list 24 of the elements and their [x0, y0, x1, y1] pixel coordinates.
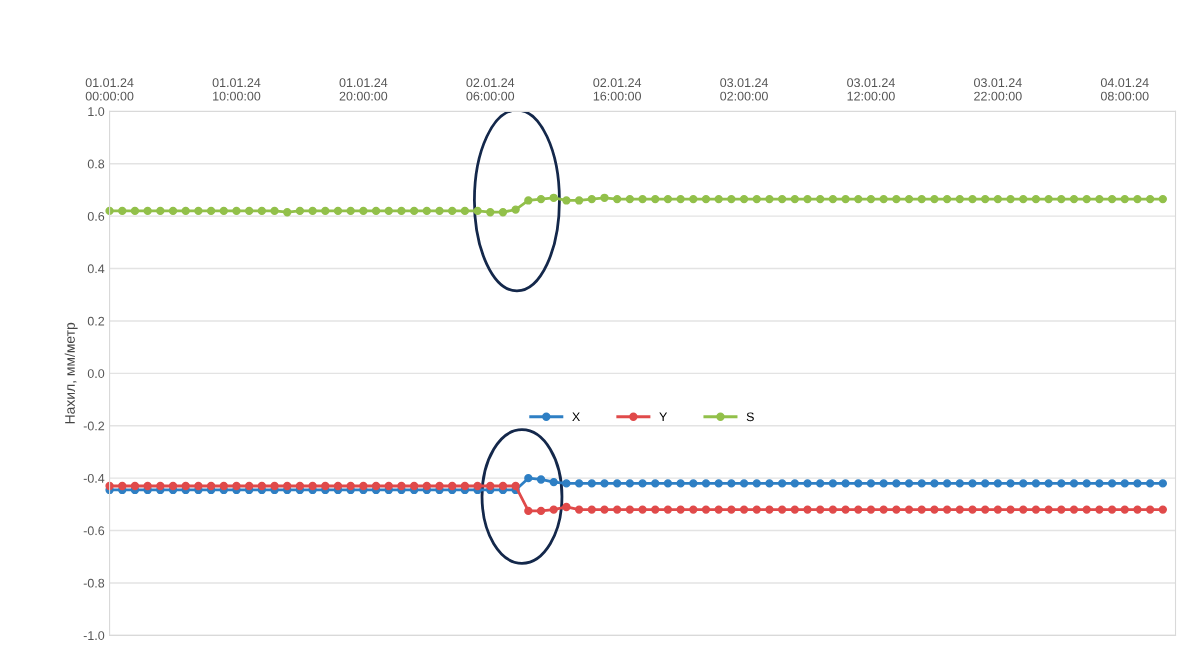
- y-tick-label: -0.8: [83, 578, 105, 588]
- y-tick-label: 0.8: [87, 159, 105, 169]
- legend-label: S: [746, 412, 754, 422]
- y-tick-label: -0.4: [83, 473, 105, 483]
- x-tick-label: 01.01.24 00:00:00: [85, 78, 134, 101]
- y-axis-title: Нахил, мм/метр: [64, 322, 78, 424]
- y-tick-label: -1.0: [83, 631, 105, 640]
- y-tick-label: 1.0: [88, 107, 105, 116]
- y-tick-label: 0.6: [87, 211, 105, 221]
- x-tick-label: 03.01.24 22:00:00: [974, 78, 1022, 101]
- x-tick-label: 02.01.24 06:00:00: [466, 78, 515, 101]
- y-tick-label: 0.2: [87, 316, 105, 326]
- y-tick-label: 0.4: [87, 264, 105, 274]
- y-tick-label: -0.6: [83, 526, 105, 536]
- x-tick-label: 01.01.24 20:00:00: [339, 78, 388, 101]
- x-tick-label: 03.01.24 12:00:00: [847, 78, 895, 101]
- x-tick-label: 02.01.24 16:00:00: [593, 78, 642, 101]
- y-tick-label: -0.2: [83, 421, 105, 431]
- x-tick-label: 01.01.24 10:00:00: [212, 78, 261, 101]
- y-tick-label: 0.0: [87, 369, 105, 378]
- x-tick-label: 03.01.24 02:00:00: [720, 78, 769, 101]
- x-tick-label: 04.01.24 08:00:00: [1100, 78, 1149, 101]
- legend-label: X: [572, 412, 580, 422]
- legend-label: Y: [659, 412, 668, 422]
